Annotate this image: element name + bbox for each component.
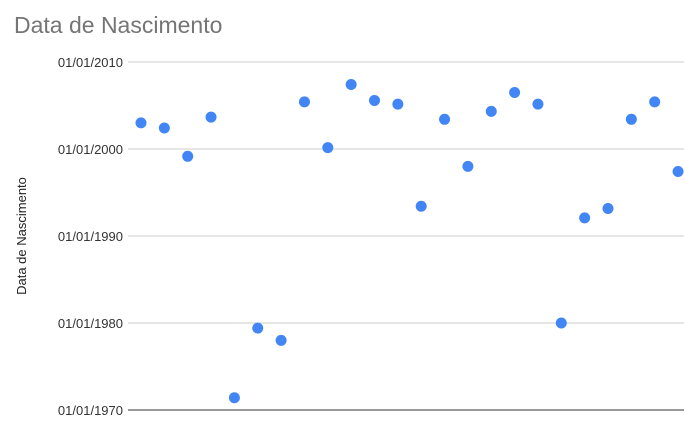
data-point[interactable] <box>556 318 567 329</box>
data-point[interactable] <box>462 161 473 172</box>
data-point[interactable] <box>346 79 357 90</box>
data-point[interactable] <box>206 112 217 123</box>
data-point[interactable] <box>369 95 380 106</box>
y-tick-label: 01/01/1980 <box>58 316 123 331</box>
y-tick-label: 01/01/2000 <box>58 142 123 157</box>
data-point[interactable] <box>136 117 147 128</box>
data-point[interactable] <box>673 166 684 177</box>
data-point[interactable] <box>229 392 240 403</box>
data-point[interactable] <box>649 96 660 107</box>
y-tick-label: 01/01/1970 <box>58 403 123 418</box>
data-points <box>136 79 684 403</box>
data-point[interactable] <box>603 203 614 214</box>
y-tick-label: 01/01/2010 <box>58 55 123 70</box>
y-tick-label: 01/01/1990 <box>58 229 123 244</box>
data-point[interactable] <box>159 123 170 134</box>
data-point[interactable] <box>276 335 287 346</box>
data-point[interactable] <box>439 114 450 125</box>
y-axis-title: Data de Nascimento <box>14 177 29 295</box>
data-point[interactable] <box>182 151 193 162</box>
data-point[interactable] <box>626 114 637 125</box>
data-point[interactable] <box>579 212 590 223</box>
data-point[interactable] <box>299 96 310 107</box>
data-point[interactable] <box>252 323 263 334</box>
data-point[interactable] <box>486 106 497 117</box>
data-point[interactable] <box>509 87 520 98</box>
data-point[interactable] <box>532 99 543 110</box>
data-point[interactable] <box>416 201 427 212</box>
data-point[interactable] <box>322 142 333 153</box>
data-point[interactable] <box>392 99 403 110</box>
y-tick-labels: 01/01/1970 01/01/1980 01/01/1990 01/01/2000… <box>58 55 123 418</box>
